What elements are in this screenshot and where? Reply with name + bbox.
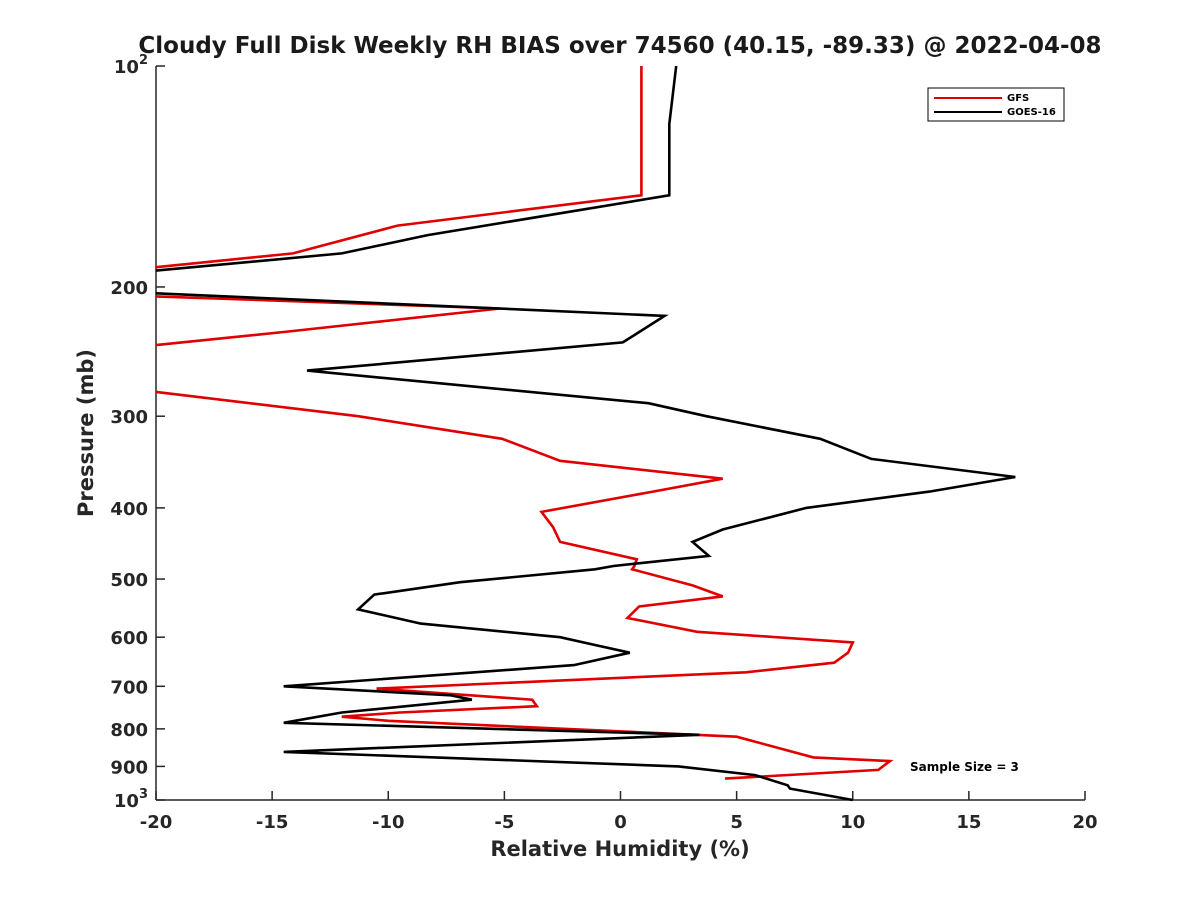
series-line-gfs: [155, 390, 894, 780]
series-line-goes16: [155, 65, 678, 272]
y-tick-label: 102: [114, 53, 148, 78]
series-line-gfs: [155, 66, 643, 269]
series-layer: [155, 65, 1016, 802]
y-tick-label: 103: [114, 787, 148, 812]
y-tick-label: 800: [110, 720, 148, 741]
x-tick-label: 20: [1072, 812, 1097, 833]
y-tick-label: 900: [110, 757, 148, 778]
x-tick-label: 5: [730, 812, 743, 833]
y-axis-label: Pressure (mb): [74, 349, 98, 517]
x-tick-label: -10: [372, 812, 405, 833]
y-axis-ticks: 102 200 300 400 500 600 700 800 900 103: [110, 53, 165, 812]
x-axis-label: Relative Humidity (%): [490, 837, 749, 861]
y-tick-label: 500: [110, 570, 148, 591]
x-axis-ticks: -20 -15 -10 -5 0 5 10 15 20: [140, 791, 1098, 833]
chart-title: Cloudy Full Disk Weekly RH BIAS over 745…: [138, 33, 1101, 59]
x-tick-label: 15: [956, 812, 981, 833]
legend: GFS GOES-16: [927, 87, 1065, 122]
y-tick-label: 300: [110, 407, 148, 428]
y-tick-label: 200: [110, 278, 148, 299]
legend-box: [927, 87, 1065, 122]
legend-label-goes16: GOES-16: [1007, 107, 1056, 118]
y-tick-label: 700: [110, 677, 148, 698]
series-line-gfs: [155, 295, 500, 347]
series-line-goes16: [155, 292, 1016, 802]
x-tick-label: -5: [494, 812, 514, 833]
y-tick-label: 400: [110, 499, 148, 520]
x-tick-label: -15: [256, 812, 289, 833]
x-tick-label: -20: [140, 812, 173, 833]
y-tick-label: 600: [110, 628, 148, 649]
x-tick-label: 10: [840, 812, 865, 833]
x-tick-label: 0: [614, 812, 627, 833]
legend-label-gfs: GFS: [1007, 93, 1029, 104]
sample-size-annotation: Sample Size = 3: [910, 760, 1019, 774]
